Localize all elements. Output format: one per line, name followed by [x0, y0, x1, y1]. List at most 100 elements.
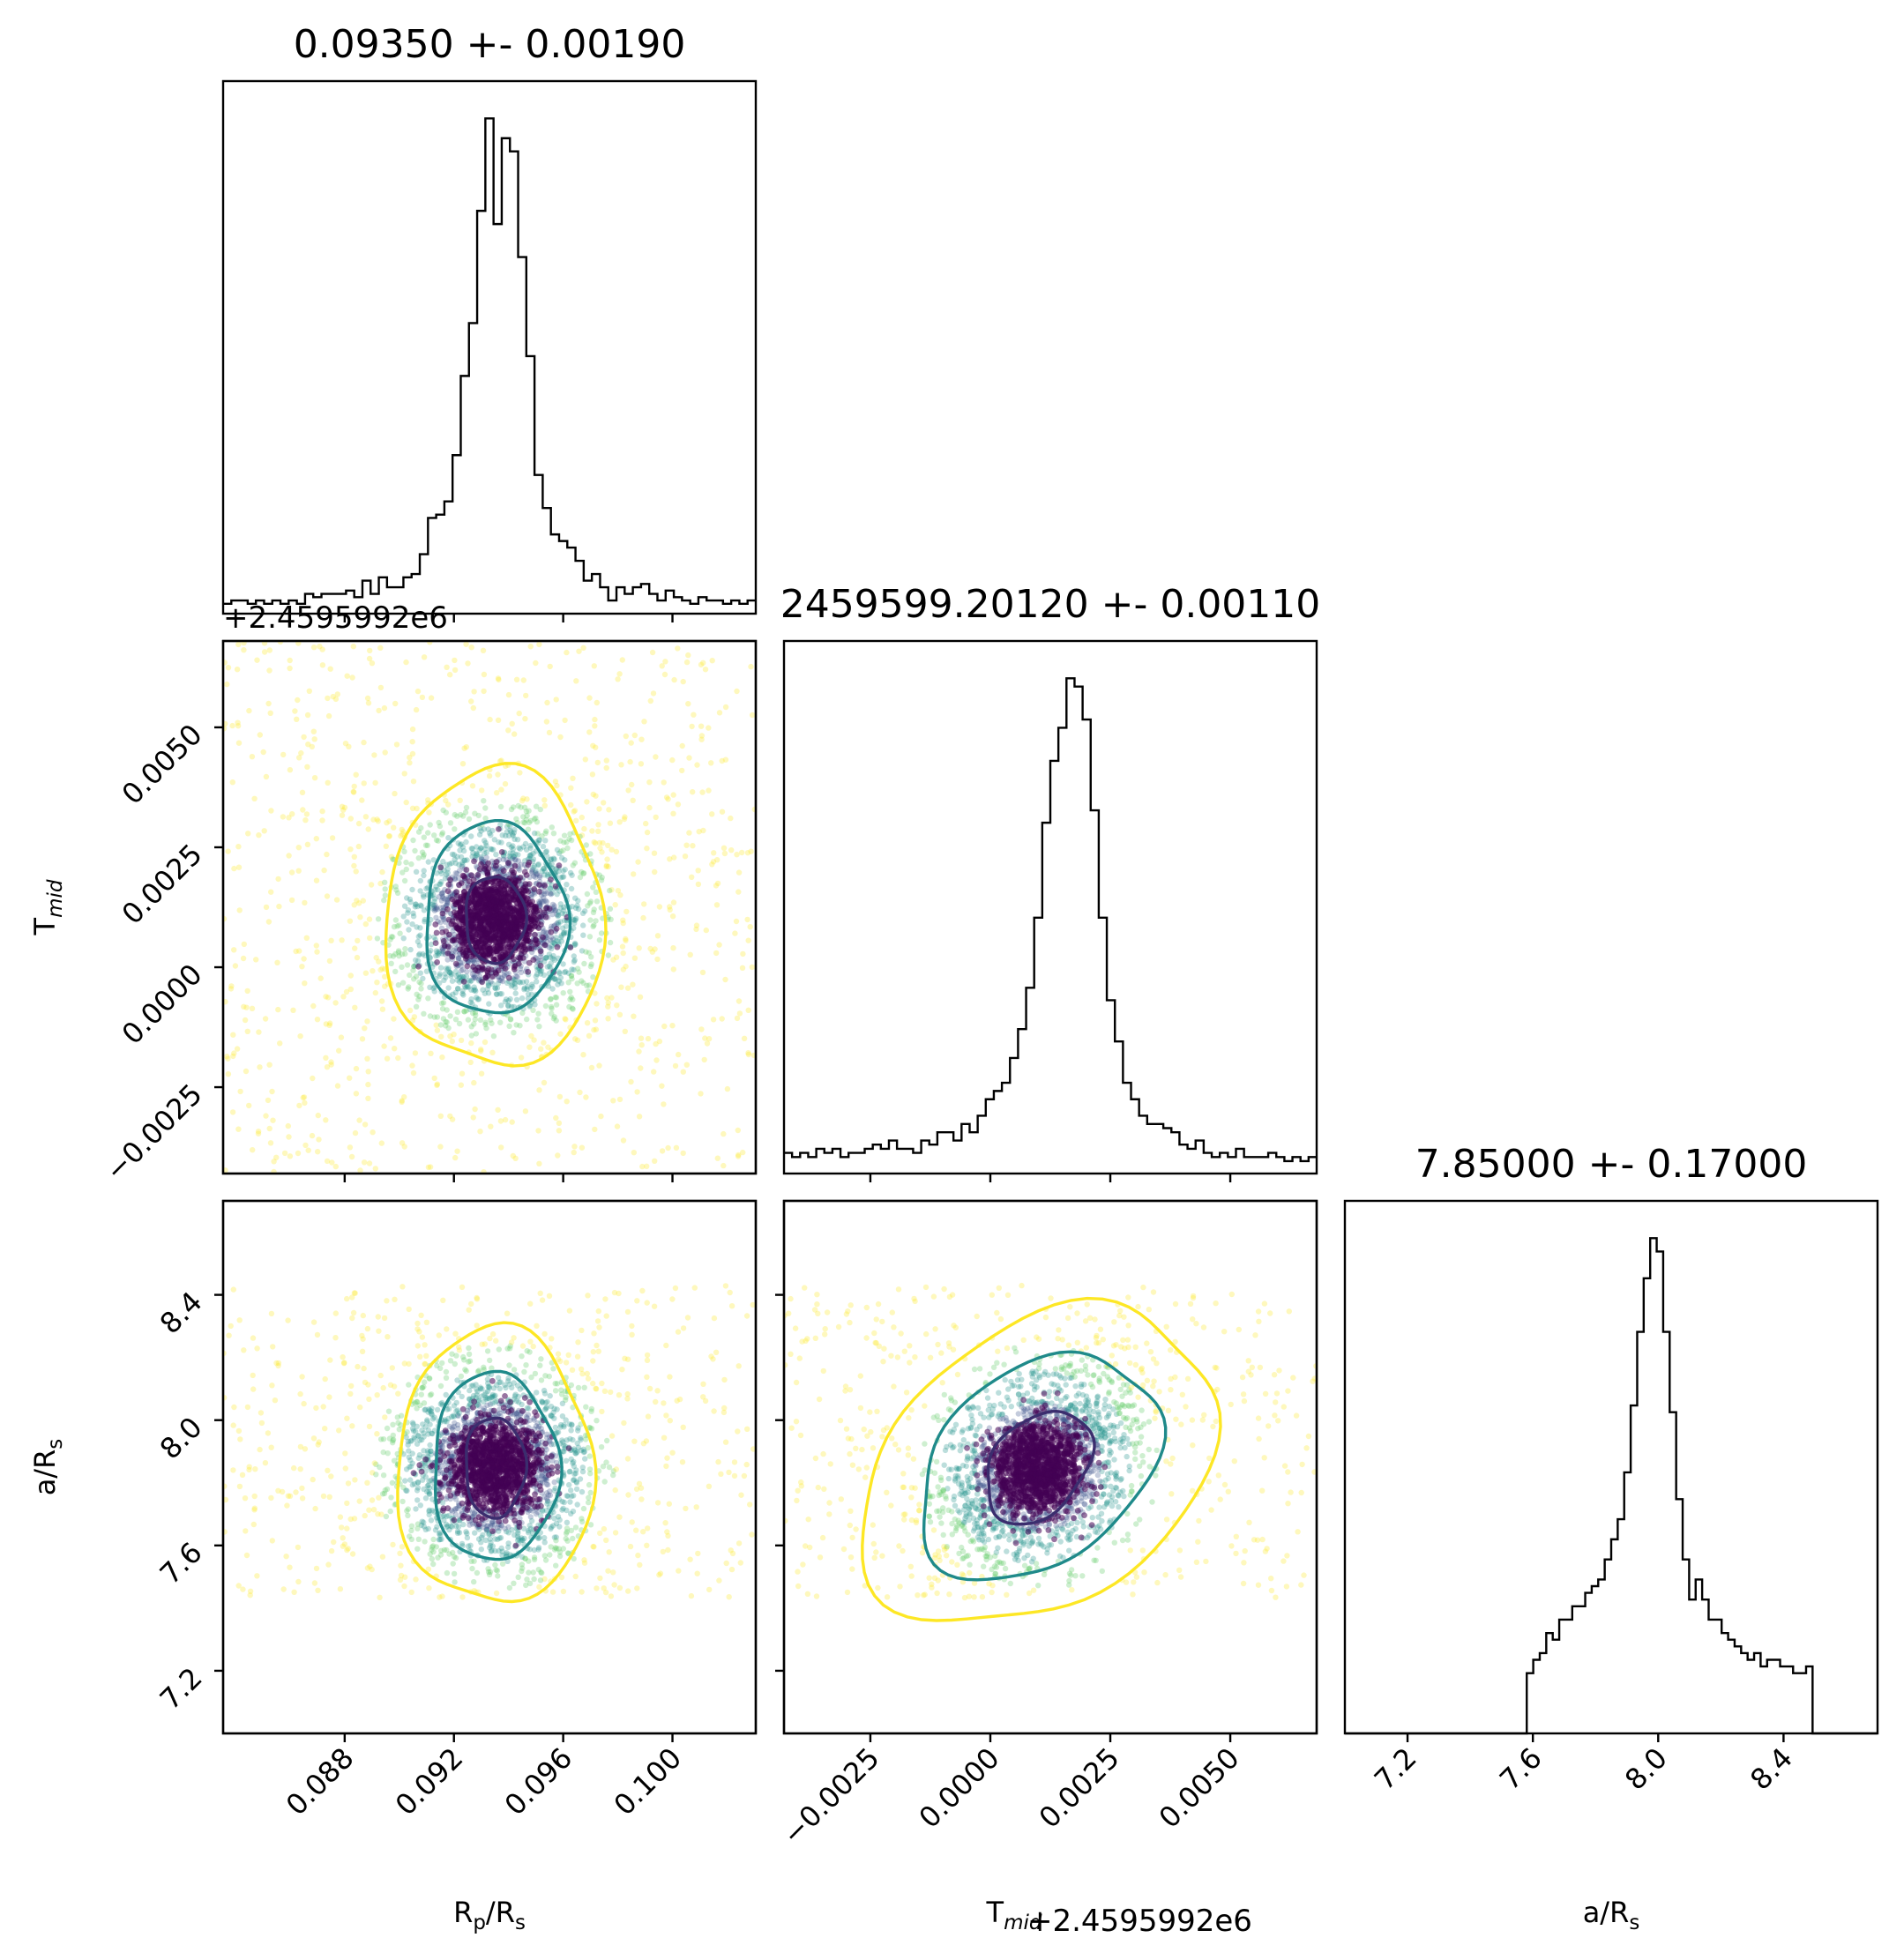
scatter-point [370, 816, 377, 823]
scatter-point [510, 846, 517, 853]
scatter-point [553, 1114, 559, 1122]
scatter-point [559, 910, 565, 917]
scatter-point [579, 910, 586, 917]
scatter-point [408, 861, 414, 868]
scatter-point [575, 1384, 582, 1391]
scatter-point [384, 1298, 390, 1304]
scatter-point [295, 1544, 302, 1551]
scatter-point [579, 1464, 586, 1471]
scatter-point [701, 1056, 707, 1063]
scatter-point [468, 987, 474, 993]
scatter-point [401, 771, 407, 777]
scatter-point [586, 982, 593, 988]
scatter-point [610, 1468, 616, 1474]
scatter-point [542, 830, 549, 837]
scatter-point [382, 892, 389, 898]
scatter-point [537, 971, 544, 977]
scatter-point [490, 846, 497, 853]
scatter-point [568, 801, 574, 809]
scatter-point [519, 1565, 526, 1571]
scatter-point [422, 1460, 429, 1467]
scatter-point [532, 891, 538, 897]
scatter-point [529, 898, 535, 905]
scatter-point [563, 968, 569, 975]
scatter-point [551, 1014, 557, 1020]
scatter-point [608, 1389, 614, 1396]
scatter-point [452, 1505, 459, 1512]
scatter-point [569, 1422, 575, 1428]
scatter-point [287, 657, 293, 664]
scatter-point [504, 829, 510, 835]
scatter-point [571, 925, 577, 931]
scatter-point [603, 1537, 609, 1544]
scatter-point [351, 902, 357, 908]
scatter-point [511, 856, 518, 863]
scatter-point [485, 1383, 491, 1390]
scatter-point [269, 1382, 275, 1389]
scatter-point [438, 1000, 445, 1007]
scatter-point [462, 809, 469, 816]
scatter-point [437, 973, 443, 980]
scatter-point [462, 857, 468, 863]
scatter-point [749, 964, 755, 971]
scatter-point [529, 869, 535, 876]
scatter-point [448, 1523, 454, 1530]
scatter-point [517, 1023, 523, 1029]
scatter-point [427, 1491, 433, 1497]
scatter-point [320, 1493, 327, 1500]
scatter-point [586, 1499, 592, 1506]
scatter-point [407, 754, 413, 761]
scatter-point [417, 925, 423, 931]
scatter-point [455, 956, 461, 962]
scatter-point [409, 1426, 416, 1432]
scatter-point [523, 809, 530, 815]
scatter-point [475, 1397, 482, 1405]
scatter-point [332, 1000, 339, 1006]
scatter-point [683, 1062, 690, 1068]
scatter-point [251, 1505, 258, 1511]
scatter-point [572, 1450, 579, 1457]
scatter-point [483, 1396, 489, 1402]
scatter-point [270, 1117, 276, 1123]
scatter-point [456, 908, 463, 915]
scatter-point [623, 963, 629, 970]
scatter-point [627, 758, 633, 765]
scatter-point [511, 853, 517, 860]
scatter-point [583, 949, 589, 955]
scatter-point [463, 641, 469, 647]
scatter-point [519, 995, 526, 1002]
scatter-point [244, 1404, 251, 1411]
scatter-point [347, 816, 354, 822]
scatter-point [404, 919, 410, 925]
scatter-point [430, 1536, 437, 1543]
scatter-point [262, 1016, 269, 1022]
scatter-point [490, 917, 497, 924]
scatter-point [568, 995, 574, 1001]
scatter-point [437, 920, 444, 926]
scatter-point [594, 1418, 600, 1424]
scatter-point [443, 797, 449, 804]
scatter-point [542, 1406, 549, 1412]
scatter-point [533, 874, 539, 880]
scatter-point [351, 862, 357, 869]
scatter-point [577, 1089, 583, 1096]
scatter-point [265, 919, 273, 925]
scatter-point [482, 990, 488, 996]
scatter-point [579, 1488, 586, 1495]
scatter-point [322, 1426, 328, 1432]
scatter-point [444, 1019, 450, 1025]
scatter-point [535, 1425, 541, 1432]
scatter-point [396, 860, 402, 866]
scatter-point [374, 816, 380, 823]
scatter-point [519, 1353, 525, 1360]
scatter-point [415, 996, 422, 1002]
scatter-point [422, 1473, 429, 1480]
scatter-point [680, 1424, 686, 1431]
scatter-point [587, 917, 594, 923]
scatter-point [698, 661, 705, 668]
scatter-point [498, 991, 504, 997]
scatter-point [484, 1388, 491, 1395]
scatter-point [533, 941, 539, 948]
scatter-point [535, 862, 541, 868]
scatter-point [555, 981, 561, 987]
